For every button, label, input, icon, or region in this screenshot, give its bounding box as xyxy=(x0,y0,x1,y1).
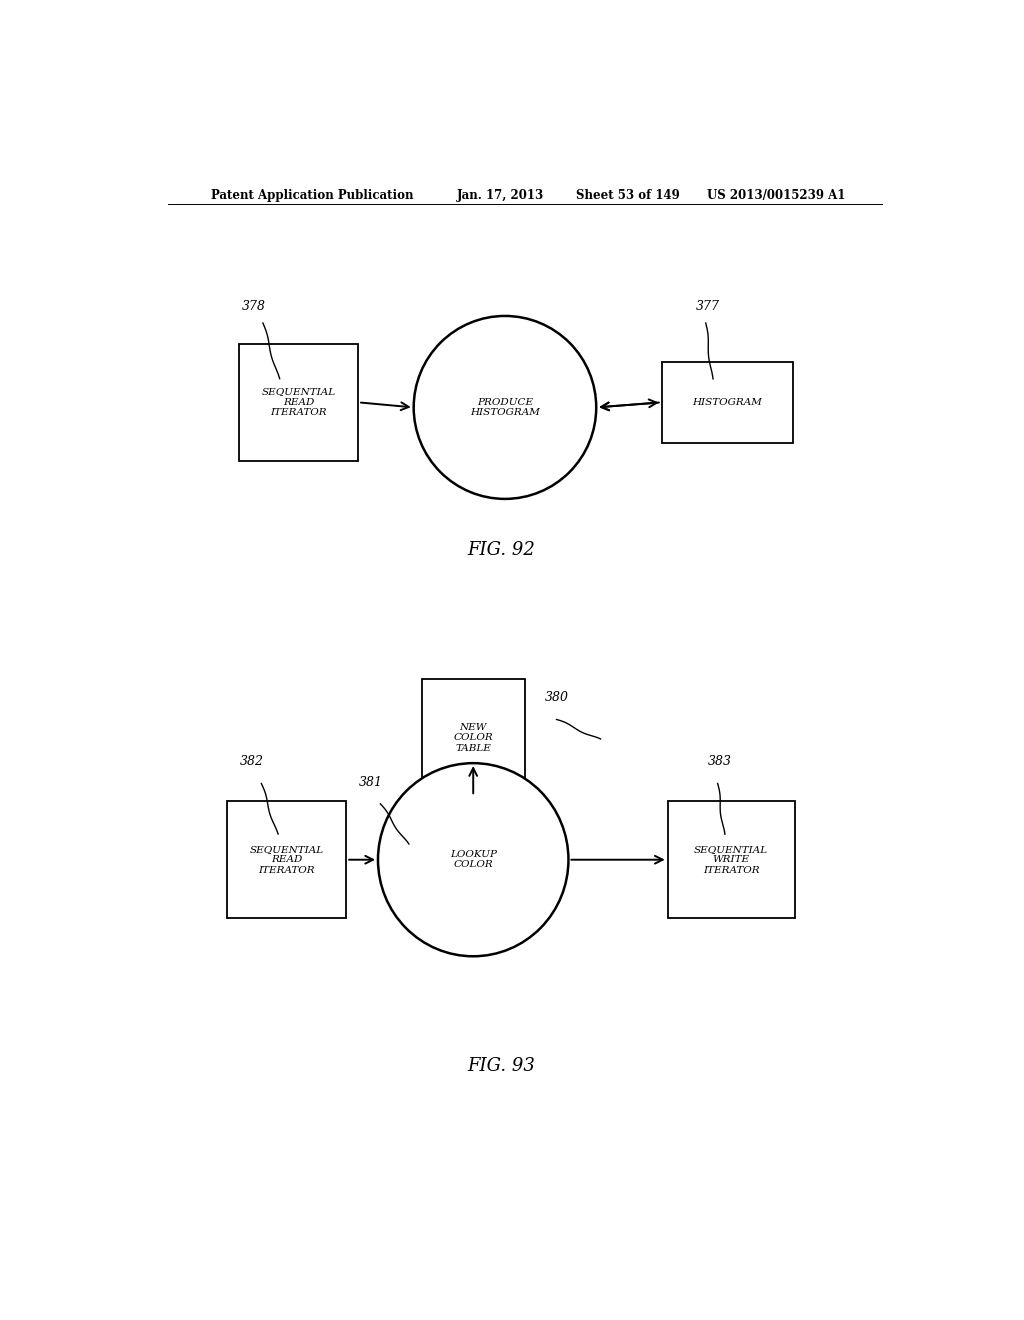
Text: FIG. 93: FIG. 93 xyxy=(467,1057,535,1074)
Bar xyxy=(668,801,795,919)
Text: FIG. 92: FIG. 92 xyxy=(467,541,535,558)
Ellipse shape xyxy=(414,315,596,499)
Text: SEQUENTIAL
READ
ITERATOR: SEQUENTIAL READ ITERATOR xyxy=(250,845,324,875)
Text: 377: 377 xyxy=(696,300,720,313)
Text: 378: 378 xyxy=(242,300,265,313)
Text: Jan. 17, 2013: Jan. 17, 2013 xyxy=(458,189,545,202)
Text: Patent Application Publication: Patent Application Publication xyxy=(211,189,414,202)
Bar xyxy=(662,362,793,444)
Text: 382: 382 xyxy=(240,755,264,768)
Text: SEQUENTIAL
WRITE
ITERATOR: SEQUENTIAL WRITE ITERATOR xyxy=(694,845,768,875)
Bar xyxy=(240,345,358,461)
Text: PRODUCE
HISTOGRAM: PRODUCE HISTOGRAM xyxy=(470,397,540,417)
Text: NEW
COLOR
TABLE: NEW COLOR TABLE xyxy=(454,723,494,752)
Bar xyxy=(227,801,346,919)
Text: US 2013/0015239 A1: US 2013/0015239 A1 xyxy=(708,189,846,202)
Text: 380: 380 xyxy=(545,692,568,704)
Text: HISTOGRAM: HISTOGRAM xyxy=(692,397,762,407)
Bar xyxy=(422,680,524,796)
Text: Sheet 53 of 149: Sheet 53 of 149 xyxy=(577,189,680,202)
Ellipse shape xyxy=(378,763,568,956)
Text: LOOKUP
COLOR: LOOKUP COLOR xyxy=(450,850,497,870)
Text: 383: 383 xyxy=(709,755,732,768)
Text: SEQUENTIAL
READ
ITERATOR: SEQUENTIAL READ ITERATOR xyxy=(261,388,336,417)
Text: 381: 381 xyxy=(359,776,383,788)
